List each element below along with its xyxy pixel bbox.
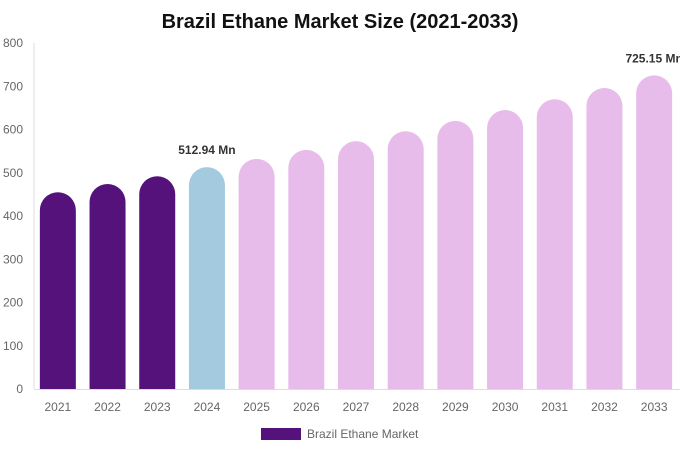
y-tick-label: 600: [3, 123, 23, 137]
bar-2030[interactable]: [487, 110, 524, 389]
bar-2021[interactable]: [39, 192, 76, 389]
bar-2028[interactable]: [387, 131, 424, 390]
x-tick-label: 2030: [492, 400, 519, 414]
x-tick-label: 2021: [44, 400, 71, 414]
y-tick-label: 200: [3, 296, 23, 310]
x-tick-label: 2023: [144, 400, 171, 414]
y-axis: 0 100 200 300 400 500 600 700 800: [3, 36, 35, 396]
y-tick-label: 0: [16, 382, 23, 396]
x-tick-label: 2027: [343, 400, 370, 414]
bar-2026[interactable]: [288, 149, 325, 389]
bar-2032[interactable]: [586, 87, 623, 389]
x-tick-label: 2026: [293, 400, 320, 414]
x-tick-label: 2025: [243, 400, 270, 414]
x-axis: 2021 2022 2023 2024 2025 2026 2027 2028 2029 2030…: [34, 389, 680, 414]
x-tick-label: 2024: [194, 400, 221, 414]
legend[interactable]: Brazil Ethane Market: [261, 427, 419, 441]
data-label-2024: 512.94 Mn: [178, 143, 235, 157]
bar-2025[interactable]: [238, 158, 275, 389]
x-tick-label: 2029: [442, 400, 469, 414]
bar-2024[interactable]: [188, 167, 225, 389]
x-tick-label: 2032: [591, 400, 618, 414]
bar-2022[interactable]: [89, 183, 126, 389]
y-tick-label: 300: [3, 252, 23, 266]
y-tick-label: 500: [3, 166, 23, 180]
x-tick-label: 2031: [541, 400, 568, 414]
chart-title: Brazil Ethane Market Size (2021-2033): [162, 11, 519, 33]
data-labels: 512.94 Mn 725.15 Mn: [178, 51, 680, 157]
data-label-2033: 725.15 Mn: [625, 51, 680, 65]
y-tick-label: 400: [3, 209, 23, 223]
bar-2023[interactable]: [139, 176, 176, 389]
y-tick-label: 800: [3, 36, 23, 50]
legend-swatch: [261, 428, 301, 440]
bar-2033[interactable]: [636, 75, 673, 390]
bar-2031[interactable]: [536, 99, 573, 389]
x-tick-label: 2033: [641, 400, 668, 414]
y-tick-label: 700: [3, 79, 23, 93]
x-tick-label: 2028: [392, 400, 419, 414]
bar-2029[interactable]: [437, 120, 474, 389]
y-tick-label: 100: [3, 339, 23, 353]
bar-2027[interactable]: [338, 141, 374, 389]
legend-label: Brazil Ethane Market: [307, 427, 419, 441]
x-tick-label: 2022: [94, 400, 121, 414]
bars: [39, 75, 673, 390]
